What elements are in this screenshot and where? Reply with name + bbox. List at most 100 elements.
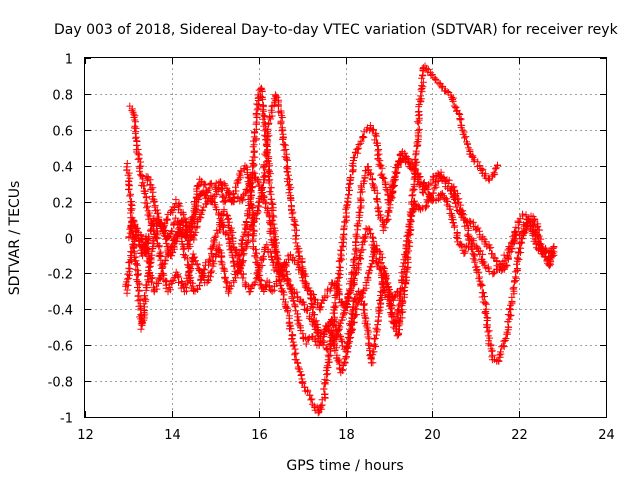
data-point <box>389 296 397 304</box>
data-point <box>126 192 134 200</box>
data-point <box>461 134 468 142</box>
data-point <box>307 396 315 404</box>
data-point <box>146 262 154 270</box>
data-point <box>352 305 359 313</box>
data-point <box>267 106 275 114</box>
data-point <box>125 169 133 177</box>
data-point <box>431 75 439 83</box>
data-point <box>161 257 169 265</box>
data-point <box>153 234 161 242</box>
data-point <box>301 383 309 391</box>
data-point <box>346 334 354 342</box>
x-tick-label: 20 <box>424 428 441 443</box>
data-point <box>453 232 461 240</box>
data-point <box>268 200 276 208</box>
data-point <box>295 316 303 324</box>
data-point <box>238 236 246 244</box>
data-point <box>168 241 176 249</box>
data-point <box>123 286 131 294</box>
data-point <box>142 295 150 303</box>
data-point <box>355 288 362 295</box>
data-point <box>243 219 250 226</box>
data-point <box>275 277 283 284</box>
data-point <box>292 232 300 239</box>
data-point <box>306 294 314 302</box>
data-point <box>306 391 314 399</box>
data-point <box>366 263 374 271</box>
data-point <box>450 194 457 202</box>
data-point <box>150 287 158 295</box>
data-point <box>394 307 401 315</box>
data-point <box>331 346 339 354</box>
data-point <box>304 388 312 396</box>
data-point <box>510 239 518 247</box>
data-point <box>196 281 203 289</box>
data-point <box>249 160 257 167</box>
data-point <box>248 282 256 290</box>
data-point <box>141 292 149 300</box>
data-point <box>193 261 201 269</box>
data-point <box>371 334 379 342</box>
data-point <box>241 162 249 170</box>
data-point <box>288 284 296 292</box>
data-point <box>128 107 136 115</box>
data-point <box>126 225 134 233</box>
data-point <box>320 297 328 304</box>
data-point <box>200 190 208 198</box>
data-point <box>291 257 299 265</box>
data-point <box>401 283 409 291</box>
data-point <box>310 311 318 318</box>
data-point <box>332 318 340 326</box>
data-point <box>366 226 374 234</box>
data-point <box>280 271 288 279</box>
data-point <box>419 64 427 72</box>
data-point <box>457 115 465 123</box>
data-point <box>289 208 297 216</box>
data-point <box>254 178 262 186</box>
data-point <box>284 156 291 164</box>
data-point <box>476 162 484 170</box>
data-point <box>127 200 135 208</box>
data-point <box>274 259 282 267</box>
data-point <box>391 293 399 301</box>
data-point <box>192 228 200 236</box>
data-point <box>364 333 372 341</box>
data-point <box>338 366 346 373</box>
data-point <box>338 247 346 255</box>
data-point <box>362 231 369 239</box>
data-point <box>194 202 202 210</box>
data-point <box>506 243 514 251</box>
data-point <box>292 239 300 247</box>
data-point <box>410 169 418 177</box>
data-point <box>251 278 259 286</box>
data-point <box>509 233 517 241</box>
data-point <box>305 284 313 292</box>
data-point <box>320 385 328 393</box>
data-point <box>387 193 395 201</box>
data-point <box>132 118 140 126</box>
data-point <box>208 267 216 275</box>
data-point <box>473 268 481 276</box>
data-point <box>278 127 286 135</box>
data-point <box>518 228 526 236</box>
data-point <box>246 205 253 213</box>
data-point <box>259 115 267 123</box>
data-point <box>250 147 258 155</box>
data-point <box>178 240 186 248</box>
data-point <box>482 310 490 317</box>
data-point <box>471 252 478 260</box>
data-point <box>337 319 345 327</box>
data-point <box>169 277 177 285</box>
data-point <box>294 259 302 267</box>
data-point <box>246 288 254 295</box>
data-point <box>219 193 227 201</box>
data-point <box>134 278 142 285</box>
data-point <box>172 196 180 204</box>
data-point <box>426 69 434 77</box>
data-point <box>357 196 365 204</box>
data-point <box>370 237 378 245</box>
data-point <box>491 170 499 178</box>
data-point <box>429 189 437 197</box>
data-point <box>134 271 142 279</box>
data-point <box>324 370 332 378</box>
